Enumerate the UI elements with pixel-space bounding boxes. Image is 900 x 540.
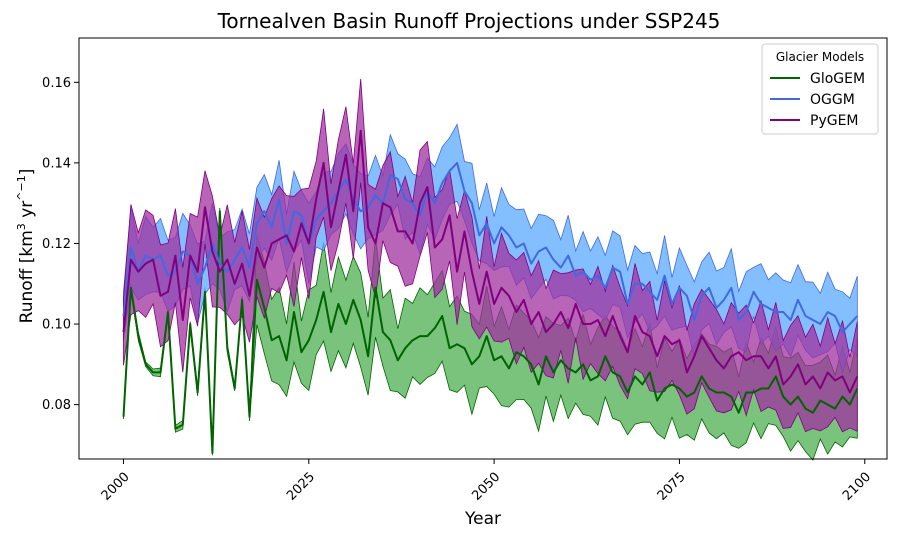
y-label-main: Runoff [km: [17, 230, 37, 323]
y-tick-label: 0.10: [42, 318, 71, 333]
chart-title: Tornealven Basin Runoff Projections unde…: [217, 9, 721, 33]
y-axis-label: Runoff [km3 yr^−1]: [15, 169, 37, 324]
y-tick-label: 0.12: [42, 237, 71, 252]
y-tick-label: 0.16: [42, 76, 71, 91]
legend: Glacier Models GloGEM OGGM PyGEM: [761, 43, 879, 135]
y-label-sup1: 3: [15, 223, 28, 230]
legend-label-pygem: PyGEM: [810, 113, 859, 129]
legend-box: [761, 43, 879, 135]
legend-items: GloGEM OGGM PyGEM: [770, 71, 865, 129]
legend-label-oggm: OGGM: [810, 92, 855, 108]
y-label-sup2: ^−1: [15, 175, 28, 200]
y-axis: 0.08 0.10 0.12 0.14 0.16: [42, 76, 79, 413]
line-pygem: [122, 129, 859, 394]
line-oggm: [122, 161, 859, 334]
legend-title: Glacier Models: [776, 50, 864, 64]
y-label-mid: yr: [17, 201, 37, 223]
line-glogem: [122, 210, 859, 454]
y-tick-label: 0.08: [42, 398, 71, 413]
y-label-end: ]: [17, 169, 37, 176]
x-axis-label: Year: [464, 509, 501, 529]
y-tick-label: 0.14: [42, 156, 71, 171]
series-lines: [122, 129, 859, 454]
plot-frame: [78, 37, 888, 460]
legend-label-glogem: GloGEM: [810, 71, 865, 87]
